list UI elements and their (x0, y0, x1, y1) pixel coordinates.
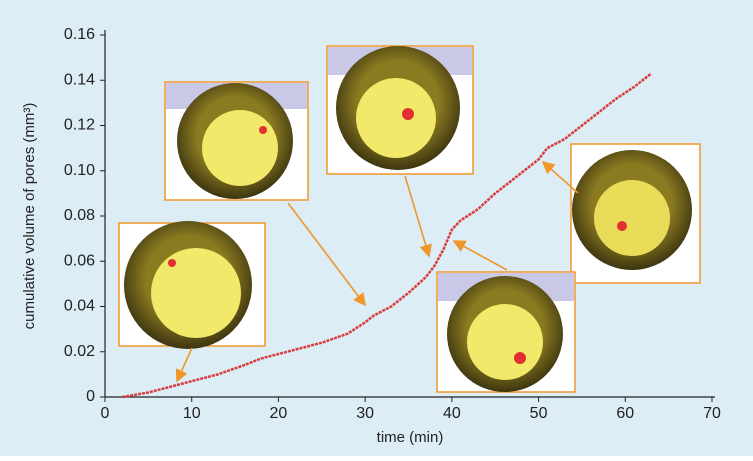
x-tick-label: 0 (101, 405, 110, 422)
inset (327, 46, 473, 174)
x-tick-label: 50 (530, 405, 548, 422)
inset-core (594, 180, 670, 256)
inset-pore (259, 126, 267, 134)
inset (437, 272, 575, 392)
inset-core (151, 248, 241, 338)
y-axis-label: cumulative volume of pores (mm³) (21, 103, 38, 330)
inset-pore (168, 259, 176, 267)
inset-core (202, 110, 278, 186)
chart: cumulative volume of pores (mm³) time (m… (0, 0, 753, 456)
y-tick-label: 0.14 (64, 71, 95, 88)
inset-pore (617, 221, 627, 231)
inset-core (356, 78, 436, 158)
inset (165, 82, 308, 200)
x-tick-label: 40 (443, 405, 461, 422)
x-tick-label: 20 (270, 405, 288, 422)
x-tick-label: 10 (183, 405, 201, 422)
x-tick-label: 30 (356, 405, 374, 422)
inset (119, 221, 265, 349)
y-tick-label: 0.06 (64, 252, 95, 269)
inset (571, 144, 700, 283)
y-tick-label: 0.08 (64, 207, 95, 224)
x-tick-label: 70 (703, 405, 721, 422)
inset-pore (514, 352, 526, 364)
y-tick-label: 0.02 (64, 343, 95, 360)
y-tick-label: 0 (86, 388, 95, 405)
y-tick-label: 0.16 (64, 26, 95, 43)
x-axis-label: time (min) (377, 429, 444, 446)
y-tick-label: 0.12 (64, 117, 95, 134)
y-tick-label: 0.10 (64, 162, 95, 179)
y-tick-label: 0.04 (64, 298, 95, 315)
inset-core (467, 304, 543, 380)
inset-pore (402, 108, 414, 120)
x-tick-label: 60 (616, 405, 634, 422)
